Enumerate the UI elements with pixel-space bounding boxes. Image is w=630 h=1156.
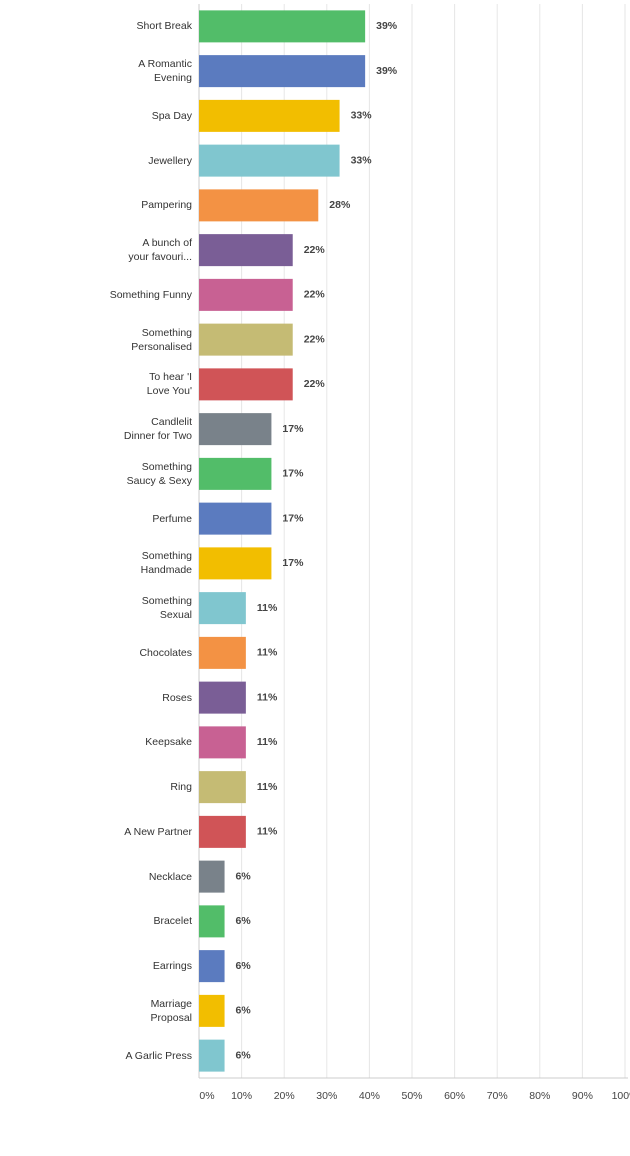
category-label: Something Funny <box>109 288 192 301</box>
bar <box>199 726 246 759</box>
value-label: 33% <box>351 154 373 166</box>
bar <box>199 234 293 267</box>
category-label: Perfume <box>152 512 192 525</box>
category-label: A Garlic Press <box>125 1049 192 1062</box>
value-label: 17% <box>282 423 304 435</box>
x-tick-label: 0% <box>199 1090 214 1102</box>
value-label: 11% <box>257 781 278 793</box>
value-label: 39% <box>376 20 398 32</box>
value-label: 22% <box>304 289 326 301</box>
category-label: Candlelit Dinner for Two <box>123 416 192 443</box>
bar <box>199 55 366 88</box>
value-label: 11% <box>257 602 278 614</box>
category-label: Necklace <box>148 870 192 883</box>
bar <box>199 144 340 177</box>
category-label: Roses <box>162 691 192 704</box>
category-label: Keepsake <box>145 736 192 749</box>
category-label: Something Sexual <box>141 595 192 622</box>
value-label: 11% <box>257 647 278 659</box>
value-label: 6% <box>236 870 252 882</box>
category-label: A New Partner <box>124 825 192 838</box>
value-label: 22% <box>304 378 326 390</box>
x-tick-label: 30% <box>316 1090 337 1102</box>
value-label: 11% <box>257 691 278 703</box>
value-label: 6% <box>236 960 252 972</box>
x-tick-label: 40% <box>359 1090 380 1102</box>
bar <box>199 368 293 401</box>
bar <box>199 278 293 311</box>
value-label: 28% <box>329 199 351 211</box>
value-label: 6% <box>236 915 252 927</box>
value-label: 6% <box>236 1005 252 1017</box>
bar <box>199 905 225 938</box>
category-label: Something Personalised <box>131 326 192 353</box>
category-label: A bunch of your favouri... <box>128 237 192 264</box>
category-label: Short Break <box>136 20 192 33</box>
bar <box>199 815 246 848</box>
x-tick-label: 50% <box>401 1090 422 1102</box>
category-label: Jewellery <box>148 154 192 167</box>
category-label: Chocolates <box>139 646 192 659</box>
category-label: Spa Day <box>151 109 192 122</box>
value-label: 17% <box>282 468 304 480</box>
x-tick-label: 100% <box>612 1090 630 1102</box>
bar <box>199 636 246 669</box>
bar <box>199 950 225 983</box>
bar <box>199 413 272 446</box>
bar <box>199 592 246 625</box>
category-label: Something Handmade <box>140 550 192 577</box>
x-tick-label: 10% <box>231 1090 252 1102</box>
category-label: Ring <box>170 781 192 794</box>
value-label: 17% <box>282 557 304 569</box>
x-tick-label: 60% <box>444 1090 465 1102</box>
value-label: 11% <box>257 736 278 748</box>
value-label: 39% <box>376 65 398 77</box>
bar <box>199 10 366 43</box>
category-label: Something Saucy & Sexy <box>126 460 192 487</box>
category-label: Earrings <box>152 960 192 973</box>
bar <box>199 457 272 490</box>
x-tick-label: 20% <box>274 1090 295 1102</box>
bar <box>199 1039 225 1072</box>
category-label: A Romantic Evening <box>138 58 192 85</box>
bar <box>199 189 319 222</box>
x-tick-label: 90% <box>572 1090 593 1102</box>
x-tick-label: 70% <box>487 1090 508 1102</box>
bar <box>199 771 246 804</box>
category-label: Pampering <box>141 199 192 212</box>
value-label: 6% <box>236 1049 252 1061</box>
bar <box>199 994 225 1027</box>
value-label: 33% <box>351 110 373 122</box>
value-label: 11% <box>257 826 278 838</box>
value-label: 22% <box>304 244 326 256</box>
bar <box>199 547 272 580</box>
value-label: 17% <box>282 512 304 524</box>
bar <box>199 860 225 893</box>
category-label: Bracelet <box>153 915 192 928</box>
category-label: Marriage Proposal <box>150 997 192 1024</box>
x-tick-label: 80% <box>529 1090 550 1102</box>
bar <box>199 502 272 535</box>
bar <box>199 681 246 714</box>
bar <box>199 323 293 356</box>
bar <box>199 99 340 132</box>
category-label: To hear 'I Love You' <box>146 371 192 398</box>
value-label: 22% <box>304 333 326 345</box>
